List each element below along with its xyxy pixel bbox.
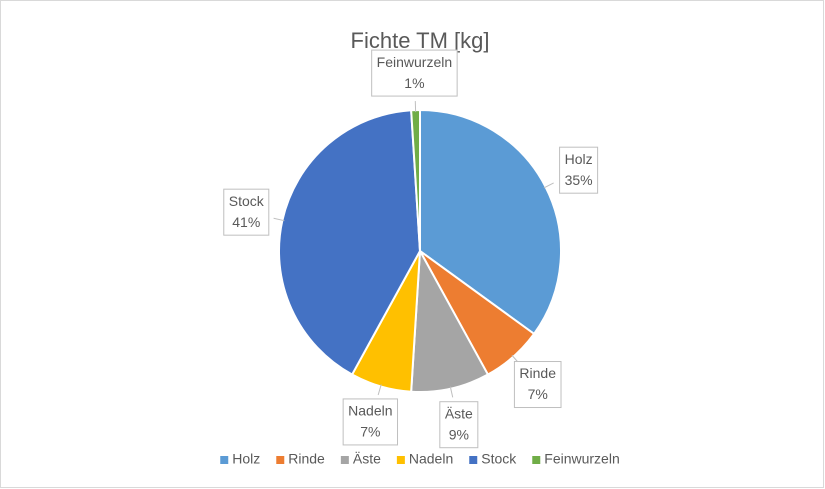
leader-line: [543, 182, 554, 189]
chart-title: Fichte TM [kg]: [351, 28, 490, 53]
legend-label: Nadeln: [409, 451, 453, 467]
data-label: Rinde 7%: [513, 361, 562, 409]
data-label-box: [439, 401, 479, 449]
data-label: Stock 41%: [223, 188, 270, 236]
legend-swatch: [469, 456, 478, 464]
data-label-box: [513, 361, 562, 409]
legend-item: Rinde: [276, 451, 325, 467]
legend-item: Nadeln: [396, 451, 453, 467]
legend-label: Rinde: [288, 451, 325, 467]
data-label-value: 7%: [528, 386, 548, 402]
legend-item: Äste: [340, 451, 381, 467]
legend-label: Stock: [481, 451, 517, 467]
data-label: Feinwurzeln 1%: [371, 49, 458, 97]
data-label-name: Feinwurzeln: [377, 54, 452, 70]
leader-line: [449, 386, 454, 398]
data-label-name: Äste: [445, 405, 473, 421]
data-label: Nadeln 7%: [342, 398, 399, 446]
data-label-value: 1%: [404, 75, 424, 91]
data-label-value: 35%: [565, 172, 593, 188]
legend-label: Feinwurzeln: [544, 451, 619, 467]
data-label-name: Rinde: [519, 365, 556, 381]
data-label-value: 9%: [449, 426, 469, 442]
legend-item: Holz: [220, 451, 260, 467]
legend-item: Feinwurzeln: [532, 451, 620, 467]
data-label: Äste 9%: [439, 401, 479, 449]
data-label-value: 7%: [360, 424, 380, 440]
legend-swatch: [396, 456, 405, 464]
legend-swatch: [532, 456, 541, 464]
leader-line: [377, 384, 382, 396]
data-label-name: Nadeln: [348, 403, 392, 419]
data-label-value: 41%: [232, 214, 260, 230]
data-label-box: [342, 398, 399, 446]
data-label-name: Stock: [229, 193, 265, 209]
legend-swatch: [220, 456, 229, 464]
data-label-name: Holz: [565, 151, 593, 167]
data-label-box: [371, 49, 458, 97]
data-label-box: [223, 188, 270, 236]
data-label: Holz 35%: [559, 146, 599, 194]
legend-item: Stock: [469, 451, 517, 467]
legend-swatch: [276, 456, 285, 464]
legend-label: Holz: [232, 451, 260, 467]
data-label-box: [559, 146, 599, 194]
legend-swatch: [340, 456, 349, 464]
leader-line: [273, 217, 285, 222]
legend-label: Äste: [353, 451, 381, 467]
